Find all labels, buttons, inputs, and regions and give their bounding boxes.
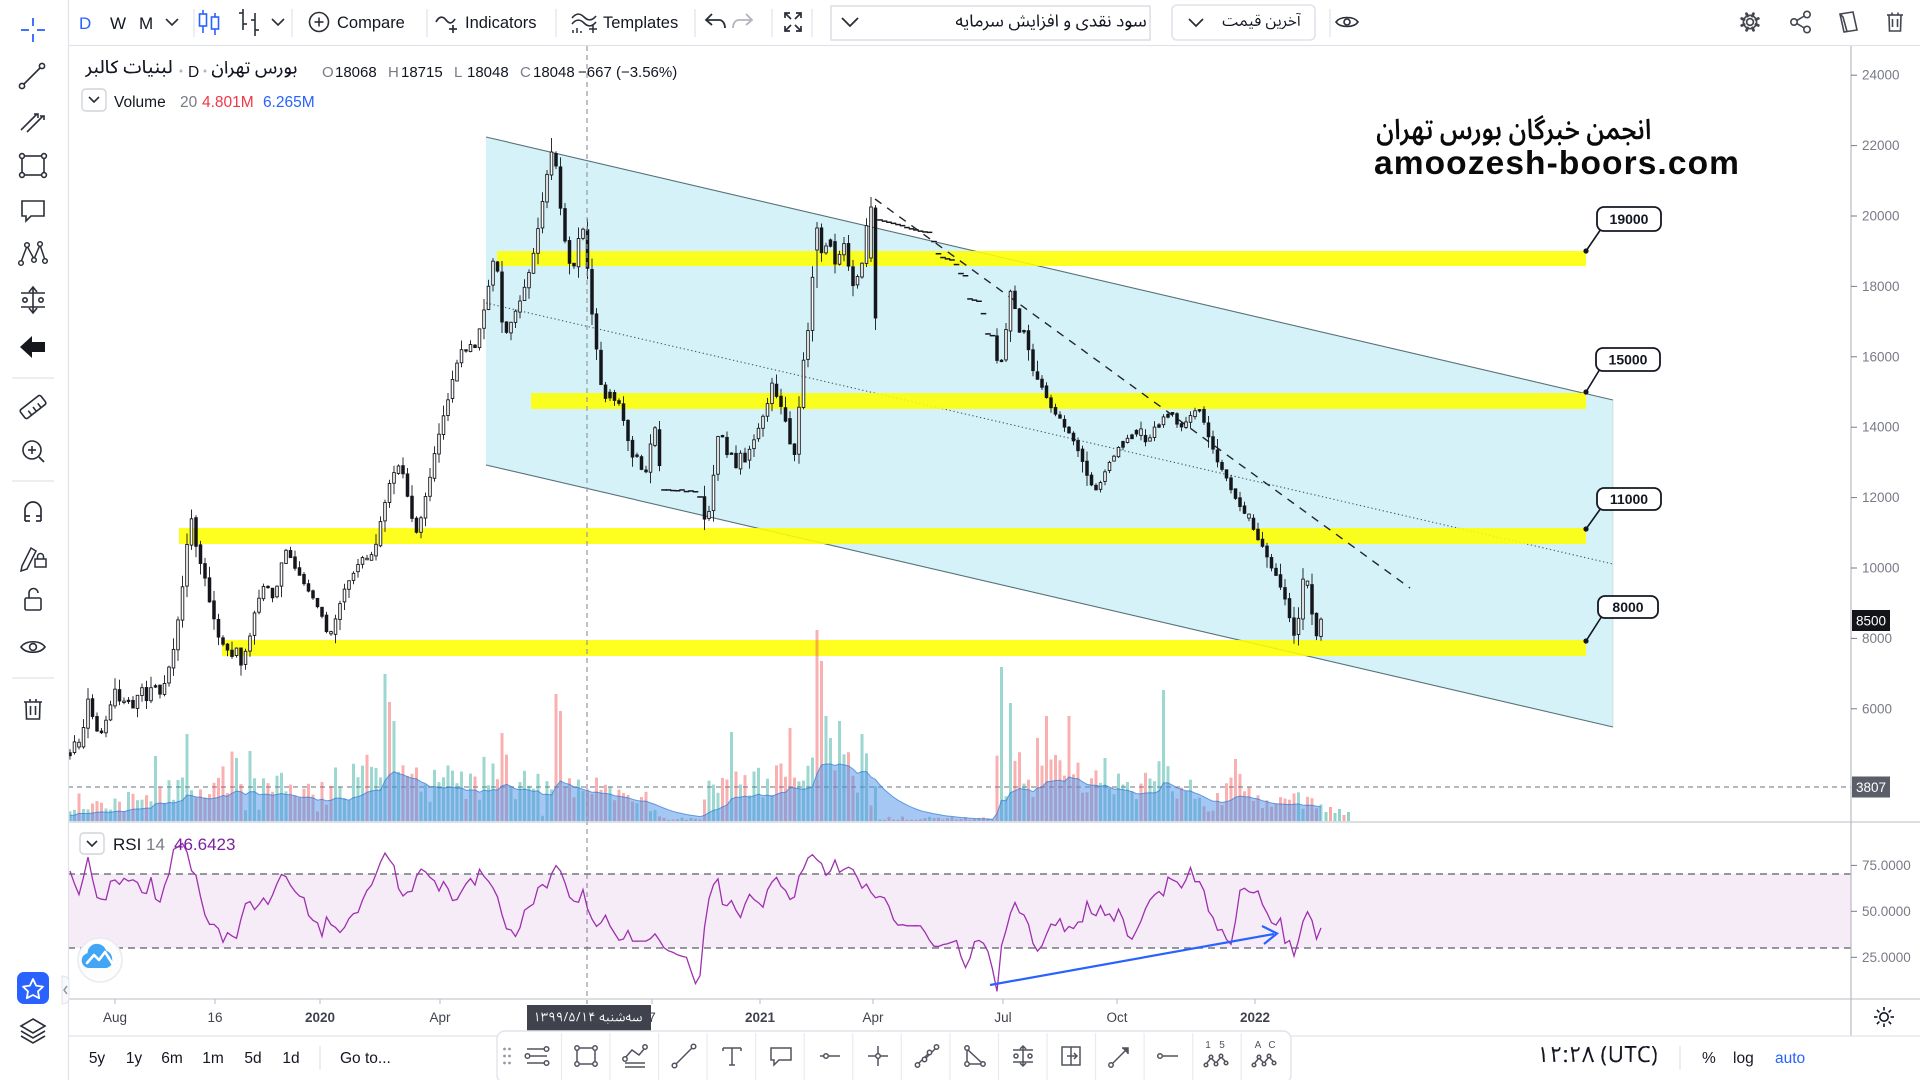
svg-text:O: O [322,64,334,81]
svg-text:D: D [188,64,199,81]
svg-text:5: 5 [1219,1040,1225,1051]
svg-text:12000: 12000 [1862,490,1900,505]
svg-text:Templates: Templates [603,14,678,32]
svg-text:1d: 1d [282,1050,299,1067]
svg-text:log: log [1733,1050,1754,1067]
svg-text:2022: 2022 [1240,1010,1270,1025]
svg-text:18715: 18715 [401,64,443,81]
svg-text:Apr: Apr [429,1010,451,1025]
svg-text:L: L [454,64,462,81]
svg-text:7: 7 [648,1010,656,1025]
svg-text:16: 16 [207,1010,222,1025]
svg-text:18000: 18000 [1862,279,1900,294]
svg-text:D: D [79,14,91,33]
svg-text:Oct: Oct [1106,1010,1127,1025]
svg-text:auto: auto [1775,1050,1805,1067]
svg-text:Jul: Jul [994,1010,1011,1025]
svg-text:50.0000: 50.0000 [1862,904,1911,919]
svg-text:−667 (−3.56%): −667 (−3.56%) [578,64,677,81]
svg-text:Go to...: Go to... [340,1050,391,1067]
svg-text:18048: 18048 [467,64,509,81]
svg-text:22000: 22000 [1862,138,1900,153]
svg-text:24000: 24000 [1862,68,1900,83]
svg-text:Indicators: Indicators [465,14,537,32]
svg-text:10000: 10000 [1862,561,1900,576]
svg-text:16000: 16000 [1862,349,1900,364]
svg-text:C: C [1268,1040,1275,1051]
svg-text:RSI: RSI [113,835,141,854]
svg-text:75.0000: 75.0000 [1862,858,1911,873]
svg-text:8000: 8000 [1612,599,1643,615]
svg-text:1m: 1m [202,1050,224,1067]
svg-text:Apr: Apr [862,1010,884,1025]
svg-text:W: W [110,14,126,33]
svg-text:Aug: Aug [103,1010,127,1025]
svg-text:5y: 5y [89,1050,106,1067]
svg-text:M: M [139,14,153,33]
svg-text:18048: 18048 [533,64,575,81]
svg-text:%: % [1702,1050,1716,1067]
svg-text:A: A [1255,1040,1262,1051]
svg-text:6.265M: 6.265M [263,94,315,111]
svg-text:1y: 1y [126,1050,143,1067]
svg-text:14000: 14000 [1862,420,1900,435]
svg-text:1: 1 [1205,1040,1211,1051]
svg-text:3807: 3807 [1856,780,1886,795]
svg-text:H: H [388,64,399,81]
svg-text:46.6423: 46.6423 [174,835,235,854]
svg-text:6000: 6000 [1862,701,1892,716]
svg-text:C: C [520,64,531,81]
svg-text:Compare: Compare [337,14,405,32]
svg-text:Volume: Volume [114,94,166,111]
svg-text:20000: 20000 [1862,209,1900,224]
svg-text:18068: 18068 [335,64,377,81]
svg-text:6m: 6m [161,1050,183,1067]
svg-text:11000: 11000 [1610,491,1648,507]
svg-text:19000: 19000 [1610,211,1649,227]
svg-text:4.801M: 4.801M [202,94,254,111]
svg-text:14: 14 [146,835,165,854]
svg-text:20: 20 [180,94,198,111]
svg-text:25.0000: 25.0000 [1862,950,1911,965]
svg-text:8000: 8000 [1862,631,1892,646]
svg-text:amoozesh-boors.com: amoozesh-boors.com [1374,145,1740,182]
svg-text:5d: 5d [244,1050,261,1067]
svg-text:8500: 8500 [1856,614,1886,629]
svg-text:2020: 2020 [305,1010,335,1025]
svg-text:15000: 15000 [1609,352,1648,368]
svg-text:2021: 2021 [745,1010,776,1025]
